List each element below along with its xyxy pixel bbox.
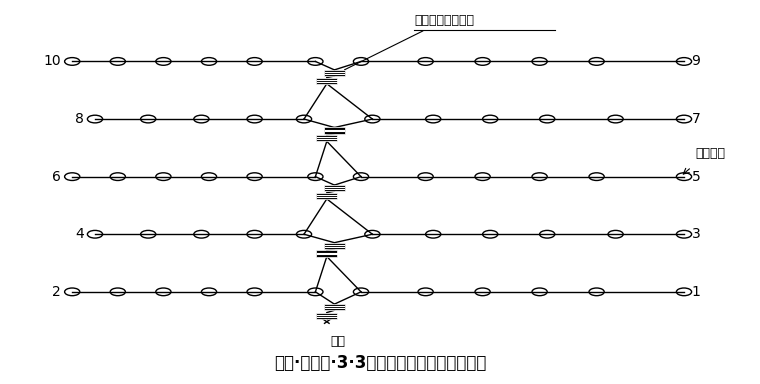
Bar <box>324 70 345 76</box>
Text: 起爆: 起爆 <box>331 335 346 348</box>
Text: 4: 4 <box>74 227 84 241</box>
Text: 9: 9 <box>692 55 701 68</box>
Text: 6: 6 <box>52 170 61 184</box>
Text: 7: 7 <box>692 112 701 126</box>
Text: 2: 2 <box>52 285 61 299</box>
Text: 1: 1 <box>692 285 701 299</box>
Bar <box>324 304 345 310</box>
Text: 5: 5 <box>692 170 701 184</box>
Text: 10: 10 <box>43 55 61 68</box>
Text: 起爆顺序: 起爆顺序 <box>695 147 725 160</box>
Bar <box>324 185 345 191</box>
Bar <box>316 135 337 141</box>
Text: 3: 3 <box>692 227 701 241</box>
Bar <box>316 193 337 199</box>
Text: 图七·（一）·3·3孔外接力式微差爆破网路图: 图七·（一）·3·3孔外接力式微差爆破网路图 <box>274 354 486 372</box>
Bar <box>324 127 345 134</box>
Bar <box>316 250 337 257</box>
Bar <box>324 243 345 249</box>
Bar <box>316 78 337 84</box>
Text: 8: 8 <box>74 112 84 126</box>
Text: 孔外毫秒微差雷管: 孔外毫秒微差雷管 <box>344 14 474 70</box>
Bar <box>316 313 337 319</box>
